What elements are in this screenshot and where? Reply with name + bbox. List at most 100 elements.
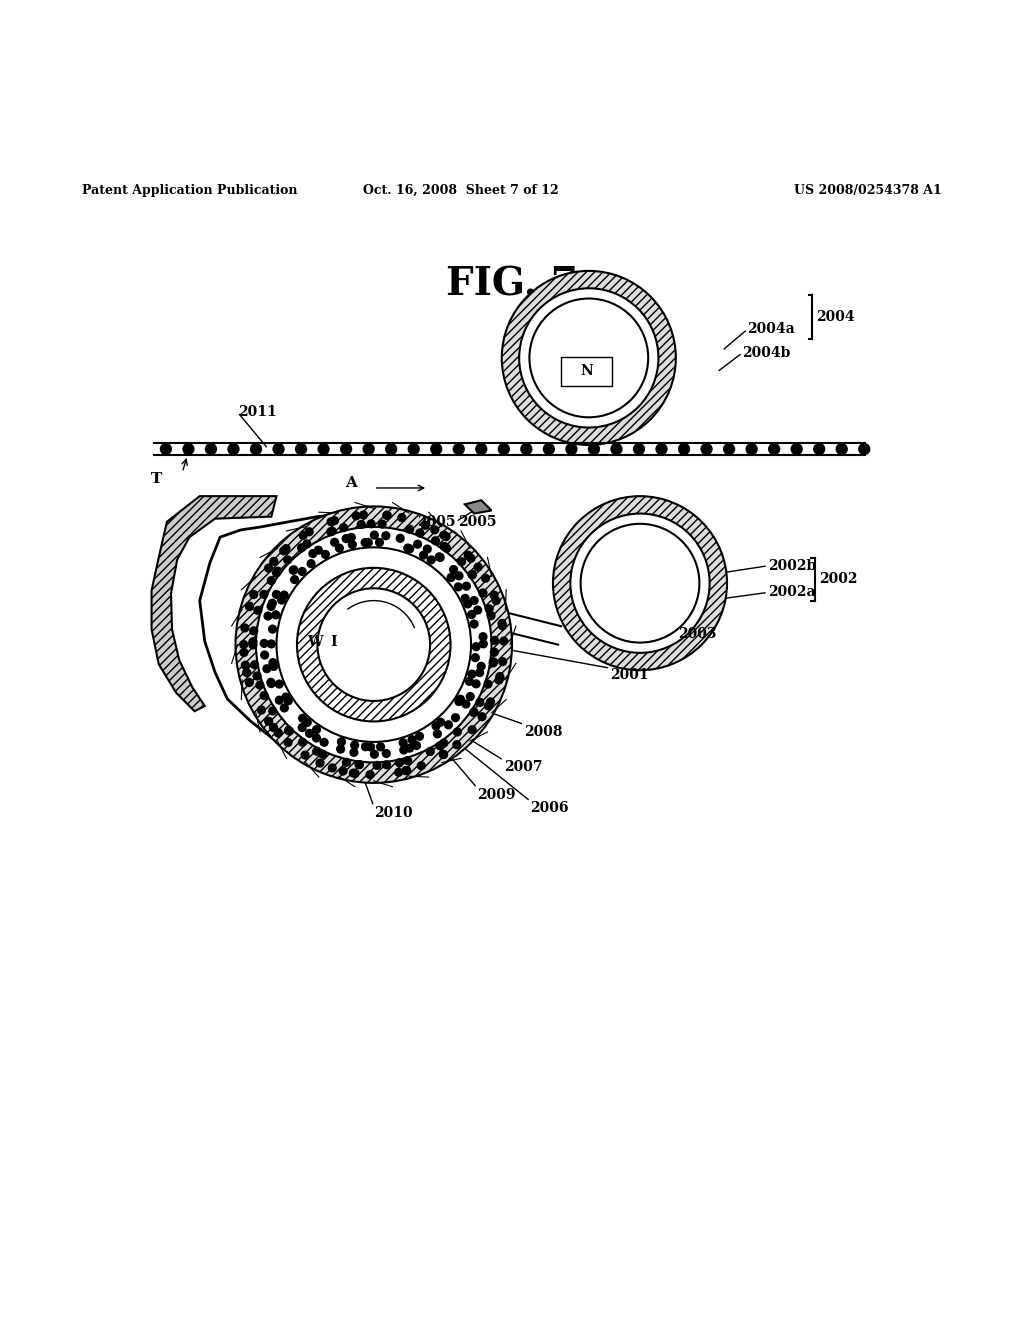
Circle shape xyxy=(417,762,426,771)
Circle shape xyxy=(475,668,484,677)
Circle shape xyxy=(413,540,422,549)
Circle shape xyxy=(489,648,499,657)
Text: 2004b: 2004b xyxy=(742,346,791,360)
Circle shape xyxy=(403,756,413,766)
Circle shape xyxy=(473,606,482,615)
Circle shape xyxy=(471,642,480,651)
Text: T: T xyxy=(151,471,162,486)
Text: 2005: 2005 xyxy=(417,515,456,529)
Circle shape xyxy=(378,520,387,529)
Circle shape xyxy=(498,657,507,667)
Circle shape xyxy=(484,605,494,614)
Circle shape xyxy=(406,544,415,553)
Bar xyxy=(561,356,612,385)
Circle shape xyxy=(306,560,315,568)
Circle shape xyxy=(397,513,407,523)
Circle shape xyxy=(227,444,240,455)
Circle shape xyxy=(412,741,421,750)
Circle shape xyxy=(273,566,283,576)
Circle shape xyxy=(486,611,496,620)
Circle shape xyxy=(267,598,276,607)
Circle shape xyxy=(469,708,478,717)
Text: A: A xyxy=(345,475,357,490)
Circle shape xyxy=(290,576,299,585)
Circle shape xyxy=(415,731,424,741)
Circle shape xyxy=(439,739,449,748)
Circle shape xyxy=(249,590,258,599)
Circle shape xyxy=(375,537,384,546)
Circle shape xyxy=(498,622,507,631)
Circle shape xyxy=(419,550,428,560)
Circle shape xyxy=(308,549,317,558)
Circle shape xyxy=(255,681,264,689)
Circle shape xyxy=(348,540,357,549)
Circle shape xyxy=(385,444,397,455)
Circle shape xyxy=(350,768,359,777)
Circle shape xyxy=(813,444,825,455)
Circle shape xyxy=(469,708,478,717)
Circle shape xyxy=(249,640,258,649)
Circle shape xyxy=(457,557,466,566)
Circle shape xyxy=(266,576,275,585)
Circle shape xyxy=(256,527,492,763)
Circle shape xyxy=(347,533,356,543)
Circle shape xyxy=(519,288,658,428)
Circle shape xyxy=(466,553,475,562)
Circle shape xyxy=(791,444,803,455)
Text: 2004a: 2004a xyxy=(748,322,796,337)
Circle shape xyxy=(274,696,284,705)
Circle shape xyxy=(274,680,284,689)
Circle shape xyxy=(269,557,279,566)
Circle shape xyxy=(269,661,279,671)
Circle shape xyxy=(245,678,254,688)
Text: 2009: 2009 xyxy=(477,788,516,803)
Circle shape xyxy=(304,527,313,536)
Circle shape xyxy=(423,544,432,553)
Circle shape xyxy=(461,700,470,709)
Circle shape xyxy=(271,590,281,599)
Circle shape xyxy=(253,606,262,615)
Text: US 2008/0254378 A1: US 2008/0254378 A1 xyxy=(795,183,942,197)
Circle shape xyxy=(366,742,375,751)
Circle shape xyxy=(249,626,258,635)
Circle shape xyxy=(745,444,758,455)
Circle shape xyxy=(481,574,490,583)
Circle shape xyxy=(529,298,648,417)
Circle shape xyxy=(272,569,282,578)
Circle shape xyxy=(723,444,735,455)
Circle shape xyxy=(395,533,404,543)
Circle shape xyxy=(351,511,360,520)
Circle shape xyxy=(678,444,690,455)
Circle shape xyxy=(362,444,375,455)
Circle shape xyxy=(439,541,449,550)
Circle shape xyxy=(836,444,848,455)
Circle shape xyxy=(475,698,484,708)
Circle shape xyxy=(471,653,480,663)
Circle shape xyxy=(284,738,293,747)
Circle shape xyxy=(356,520,366,529)
Circle shape xyxy=(282,544,291,553)
Circle shape xyxy=(319,738,329,747)
Circle shape xyxy=(461,594,470,603)
Circle shape xyxy=(475,444,487,455)
Circle shape xyxy=(312,734,322,743)
Circle shape xyxy=(336,744,345,754)
Circle shape xyxy=(498,619,507,628)
Circle shape xyxy=(426,747,435,756)
Circle shape xyxy=(406,524,415,533)
Circle shape xyxy=(431,721,440,730)
Circle shape xyxy=(439,531,449,540)
Circle shape xyxy=(241,623,250,632)
Text: 2007: 2007 xyxy=(504,760,543,775)
Circle shape xyxy=(260,690,269,700)
Circle shape xyxy=(430,444,442,455)
Text: 2002b: 2002b xyxy=(768,558,816,573)
Circle shape xyxy=(335,544,344,553)
Circle shape xyxy=(492,597,501,605)
Circle shape xyxy=(376,742,385,751)
Circle shape xyxy=(442,544,452,553)
Circle shape xyxy=(395,758,404,767)
Circle shape xyxy=(259,590,268,599)
Circle shape xyxy=(318,750,328,759)
Circle shape xyxy=(399,746,409,755)
